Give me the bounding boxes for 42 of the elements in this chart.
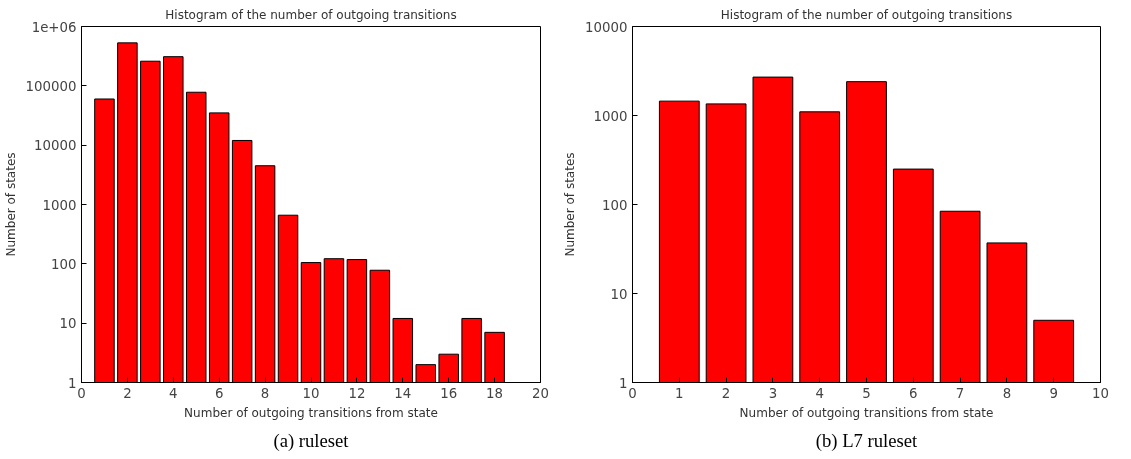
y-tick-label: 10000: [34, 138, 77, 154]
x-tick-label: 12: [348, 385, 366, 401]
y-tick-label: 100: [602, 197, 628, 213]
x-axis-title: Number of outgoing transitions from state: [739, 405, 994, 420]
x-tick-label: 7: [955, 385, 965, 401]
x-tick-label: 8: [260, 385, 270, 401]
y-tick-label: 10: [610, 286, 628, 302]
y-tick-label: 1: [619, 375, 628, 391]
x-tick-label: 10: [1092, 385, 1109, 401]
text: (b) L7 ruleset: [815, 429, 919, 452]
y-tick-label: 100: [51, 256, 77, 272]
x-axis-title: Number of outgoing transitions from state: [184, 405, 438, 420]
text: (a) ruleset: [273, 429, 350, 452]
x-tick-label: 9: [1049, 385, 1058, 401]
x-tick-label: 4: [815, 385, 824, 401]
x-tick-label: 18: [486, 385, 504, 401]
y-tick-label: 100000: [25, 78, 77, 94]
y-tick-label: 10000: [585, 19, 628, 35]
y-axis-title: Number of states: [3, 152, 18, 257]
x-tick-label: 2: [123, 385, 132, 401]
y-tick-label: 1000: [593, 108, 628, 124]
y-axis-title: Number of states: [563, 152, 578, 257]
x-tick-label: 10: [302, 385, 320, 401]
y-tick-label: 10: [59, 316, 77, 332]
x-tick-label: 5: [862, 385, 871, 401]
x-tick-label: 14: [394, 385, 412, 401]
x-tick-label: 8: [1002, 385, 1012, 401]
x-tick-label: 2: [721, 385, 731, 401]
chart-title: Histogram of the number of outgoing transitions: [165, 7, 457, 22]
x-tick-label: 6: [909, 385, 918, 401]
x-tick-label: 0: [628, 385, 637, 401]
x-tick-label: 3: [768, 385, 778, 401]
chart-title: Histogram of the number of outgoing transitions: [720, 7, 1013, 22]
y-tick-label: 1: [68, 375, 77, 391]
x-tick-label: 0: [77, 385, 86, 401]
y-tick-label: 1000: [42, 197, 77, 213]
x-tick-label: 20: [532, 385, 549, 401]
x-tick-label: 16: [440, 385, 458, 401]
x-tick-label: 6: [214, 385, 224, 401]
x-tick-label: 1: [675, 385, 684, 401]
x-tick-label: 4: [169, 385, 178, 401]
y-tick-label: 1e+06: [31, 19, 77, 35]
